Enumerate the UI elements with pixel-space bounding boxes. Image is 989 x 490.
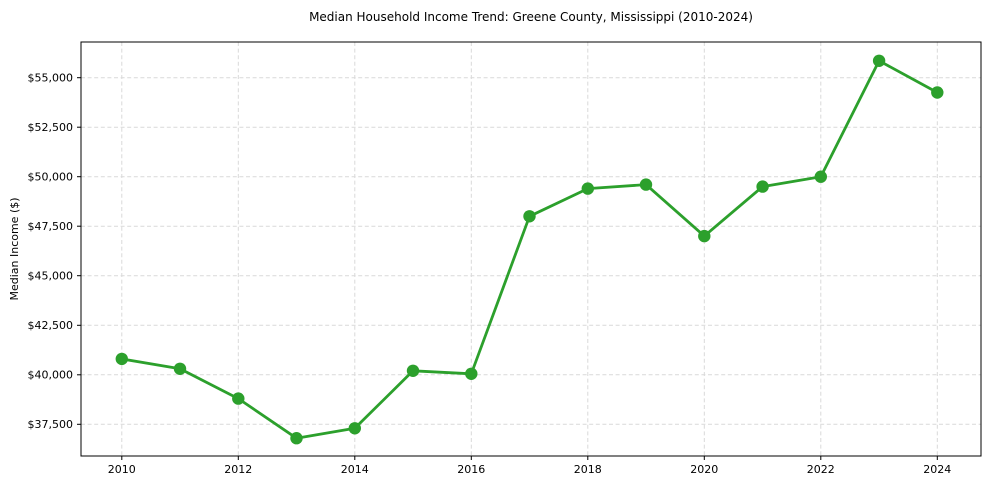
y-tick-labels: $37,500 $40,000 $42,500 $45,000 $47,500 $50,0…: [28, 72, 74, 432]
data-point-marker: [115, 352, 128, 366]
x-tick-label: 2020: [690, 463, 718, 476]
data-point-marker: [814, 170, 827, 183]
y-tick-label: $52,500: [28, 121, 74, 134]
y-axis-label: Median Income ($): [8, 197, 21, 300]
data-point-marker: [698, 229, 711, 243]
y-tick-label: $45,000: [28, 270, 74, 283]
x-tick-label: 2018: [574, 463, 602, 476]
x-tick-label: 2016: [457, 463, 485, 476]
y-tick-label: $42,500: [28, 319, 74, 332]
data-point-marker: [173, 362, 187, 375]
data-point-marker: [872, 54, 886, 67]
data-point-marker: [581, 182, 594, 195]
x-tick-label: 2010: [108, 463, 136, 476]
data-point-marker: [465, 367, 478, 380]
plot-border: [80, 41, 982, 457]
y-tick-label: $50,000: [28, 171, 74, 184]
data-point-marker: [406, 364, 420, 377]
x-tick-label: 2024: [923, 463, 951, 476]
axes-spines: [80, 41, 982, 457]
data-point-marker: [931, 86, 944, 99]
x-tick-label: 2014: [341, 463, 369, 476]
data-point-marker: [639, 178, 653, 191]
y-tick-label: $55,000: [28, 72, 74, 85]
x-tick-labels: 2010 2012 2014 2016 2018 2020 2022 2024: [108, 463, 951, 476]
gridlines: [81, 42, 981, 456]
y-tick-label: $37,500: [28, 418, 74, 431]
data-point-marker: [232, 392, 245, 405]
data-point-marker: [290, 432, 303, 445]
data-point-marker: [523, 210, 536, 223]
chart-title: Median Household Income Trend: Greene Co…: [309, 10, 753, 24]
data-point-marker: [756, 180, 769, 193]
x-tick-label: 2012: [224, 463, 252, 476]
x-tick-label: 2022: [807, 463, 835, 476]
data-series: [115, 54, 944, 445]
y-tick-label: $47,500: [28, 220, 74, 233]
axis-ticks: [77, 77, 938, 460]
y-tick-label: $40,000: [28, 369, 74, 382]
data-point-marker: [348, 422, 361, 435]
